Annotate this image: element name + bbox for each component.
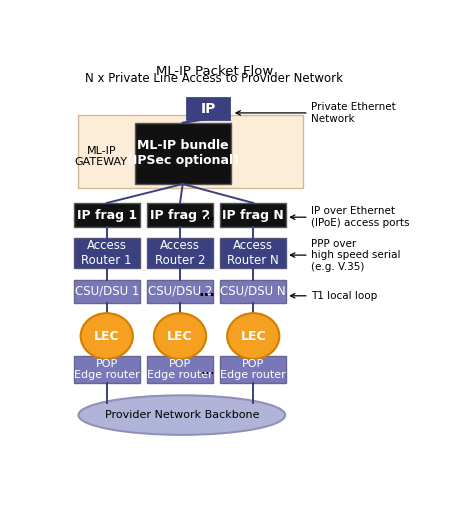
Text: ML-IP
GATEWAY: ML-IP GATEWAY	[75, 146, 128, 167]
Text: N x Private Line Access to Provider Network: N x Private Line Access to Provider Netw…	[86, 72, 344, 86]
Text: POP
Edge router: POP Edge router	[74, 359, 139, 381]
FancyBboxPatch shape	[74, 203, 140, 227]
Text: IP over Ethernet
(IPoE) access ports: IP over Ethernet (IPoE) access ports	[311, 206, 409, 228]
FancyBboxPatch shape	[74, 238, 140, 268]
Ellipse shape	[80, 313, 133, 359]
Text: ML-IP bundle
(IPSec optional): ML-IP bundle (IPSec optional)	[127, 140, 239, 167]
FancyBboxPatch shape	[147, 280, 213, 303]
Ellipse shape	[227, 313, 279, 359]
Text: Access
Router N: Access Router N	[227, 239, 279, 267]
Text: ML-IP Packet Flow: ML-IP Packet Flow	[156, 65, 273, 78]
Text: POP
Edge router: POP Edge router	[147, 359, 213, 381]
FancyBboxPatch shape	[147, 356, 213, 384]
Text: CSU/DSU N: CSU/DSU N	[220, 285, 286, 298]
Text: POP
Edge router: POP Edge router	[220, 359, 286, 381]
Text: Access
Router 1: Access Router 1	[81, 239, 132, 267]
FancyBboxPatch shape	[74, 280, 140, 303]
FancyBboxPatch shape	[187, 98, 229, 119]
Text: CSU/DSU 1: CSU/DSU 1	[74, 285, 139, 298]
FancyBboxPatch shape	[79, 115, 303, 188]
Text: LEC: LEC	[167, 329, 193, 343]
Text: Access
Router 2: Access Router 2	[155, 239, 205, 267]
Text: ...: ...	[199, 284, 216, 299]
Text: IP frag N: IP frag N	[222, 209, 284, 222]
Ellipse shape	[79, 396, 285, 435]
Text: LEC: LEC	[241, 329, 266, 343]
Text: ...: ...	[199, 208, 216, 223]
Text: IP frag 2: IP frag 2	[150, 209, 210, 222]
Text: CSU/DSU 2: CSU/DSU 2	[148, 285, 212, 298]
FancyBboxPatch shape	[220, 203, 286, 227]
Text: T1 local loop: T1 local loop	[311, 291, 377, 301]
Text: PPP over
high speed serial
(e.g. V.35): PPP over high speed serial (e.g. V.35)	[311, 239, 400, 272]
FancyBboxPatch shape	[220, 356, 286, 384]
Text: Provider Network Backbone: Provider Network Backbone	[104, 410, 259, 420]
FancyBboxPatch shape	[147, 203, 213, 227]
FancyBboxPatch shape	[147, 238, 213, 268]
FancyBboxPatch shape	[135, 123, 231, 184]
Ellipse shape	[154, 313, 206, 359]
Text: IP: IP	[200, 102, 216, 115]
FancyBboxPatch shape	[220, 280, 286, 303]
FancyBboxPatch shape	[220, 238, 286, 268]
Text: LEC: LEC	[94, 329, 119, 343]
Text: Private Ethernet
Network: Private Ethernet Network	[311, 102, 395, 124]
FancyBboxPatch shape	[74, 356, 140, 384]
Text: IP frag 1: IP frag 1	[77, 209, 137, 222]
Text: ...: ...	[200, 362, 214, 377]
